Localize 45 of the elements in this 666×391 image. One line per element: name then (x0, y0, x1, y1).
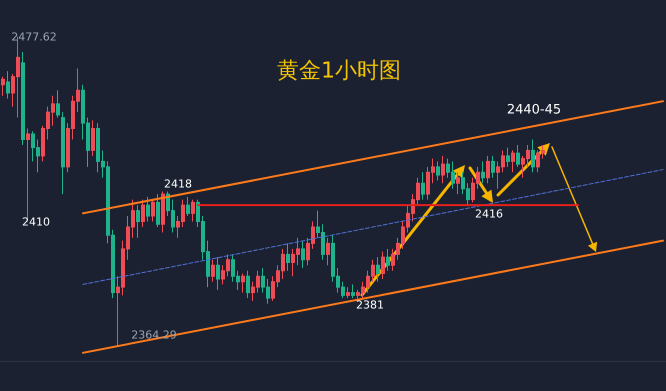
candlestick (56, 90, 60, 118)
candlestick (516, 144, 520, 168)
annotation: 2364.29 (131, 328, 177, 342)
candlestick (376, 256, 380, 282)
candlestick (441, 155, 445, 184)
candlestick (456, 172, 460, 195)
candlestick (136, 204, 140, 238)
candlestick (381, 251, 385, 280)
candlestick (491, 155, 495, 178)
candlestick (436, 160, 440, 181)
candlestick (286, 242, 290, 272)
candlestick (216, 256, 220, 290)
candlestick (481, 160, 485, 184)
candlestick (211, 259, 215, 282)
text: 黄金1小时图 (277, 58, 401, 84)
candlestick (326, 237, 330, 266)
candlestick (301, 240, 305, 269)
candlestick (6, 70, 10, 99)
annotation: 2418 (164, 178, 192, 190)
candlestick (156, 194, 160, 228)
candlestick (151, 199, 155, 222)
candlestick (186, 196, 190, 217)
annotation: 2440-45 (506, 102, 562, 118)
candlestick (246, 270, 250, 299)
candlestick (386, 248, 390, 272)
candlestick (511, 150, 515, 173)
candlestick (351, 284, 355, 299)
candlestick (141, 199, 145, 228)
candlestick (506, 147, 510, 168)
candlestick (21, 51, 25, 146)
candlestick (421, 172, 425, 200)
candlestick (346, 286, 350, 299)
candlestick (146, 196, 150, 222)
candlestick (486, 155, 490, 184)
candlestick (161, 190, 165, 233)
candlestick (531, 138, 535, 173)
annotation: 2410 (22, 216, 50, 228)
annotation: 2477.62 (11, 30, 57, 44)
annotation: 2416 (475, 208, 503, 220)
candlestick (191, 199, 195, 222)
annotation: 2381 (356, 298, 384, 312)
candlestick (61, 112, 65, 195)
candlestick (1, 76, 5, 96)
candlestick (241, 272, 245, 294)
candlestick (91, 120, 95, 156)
